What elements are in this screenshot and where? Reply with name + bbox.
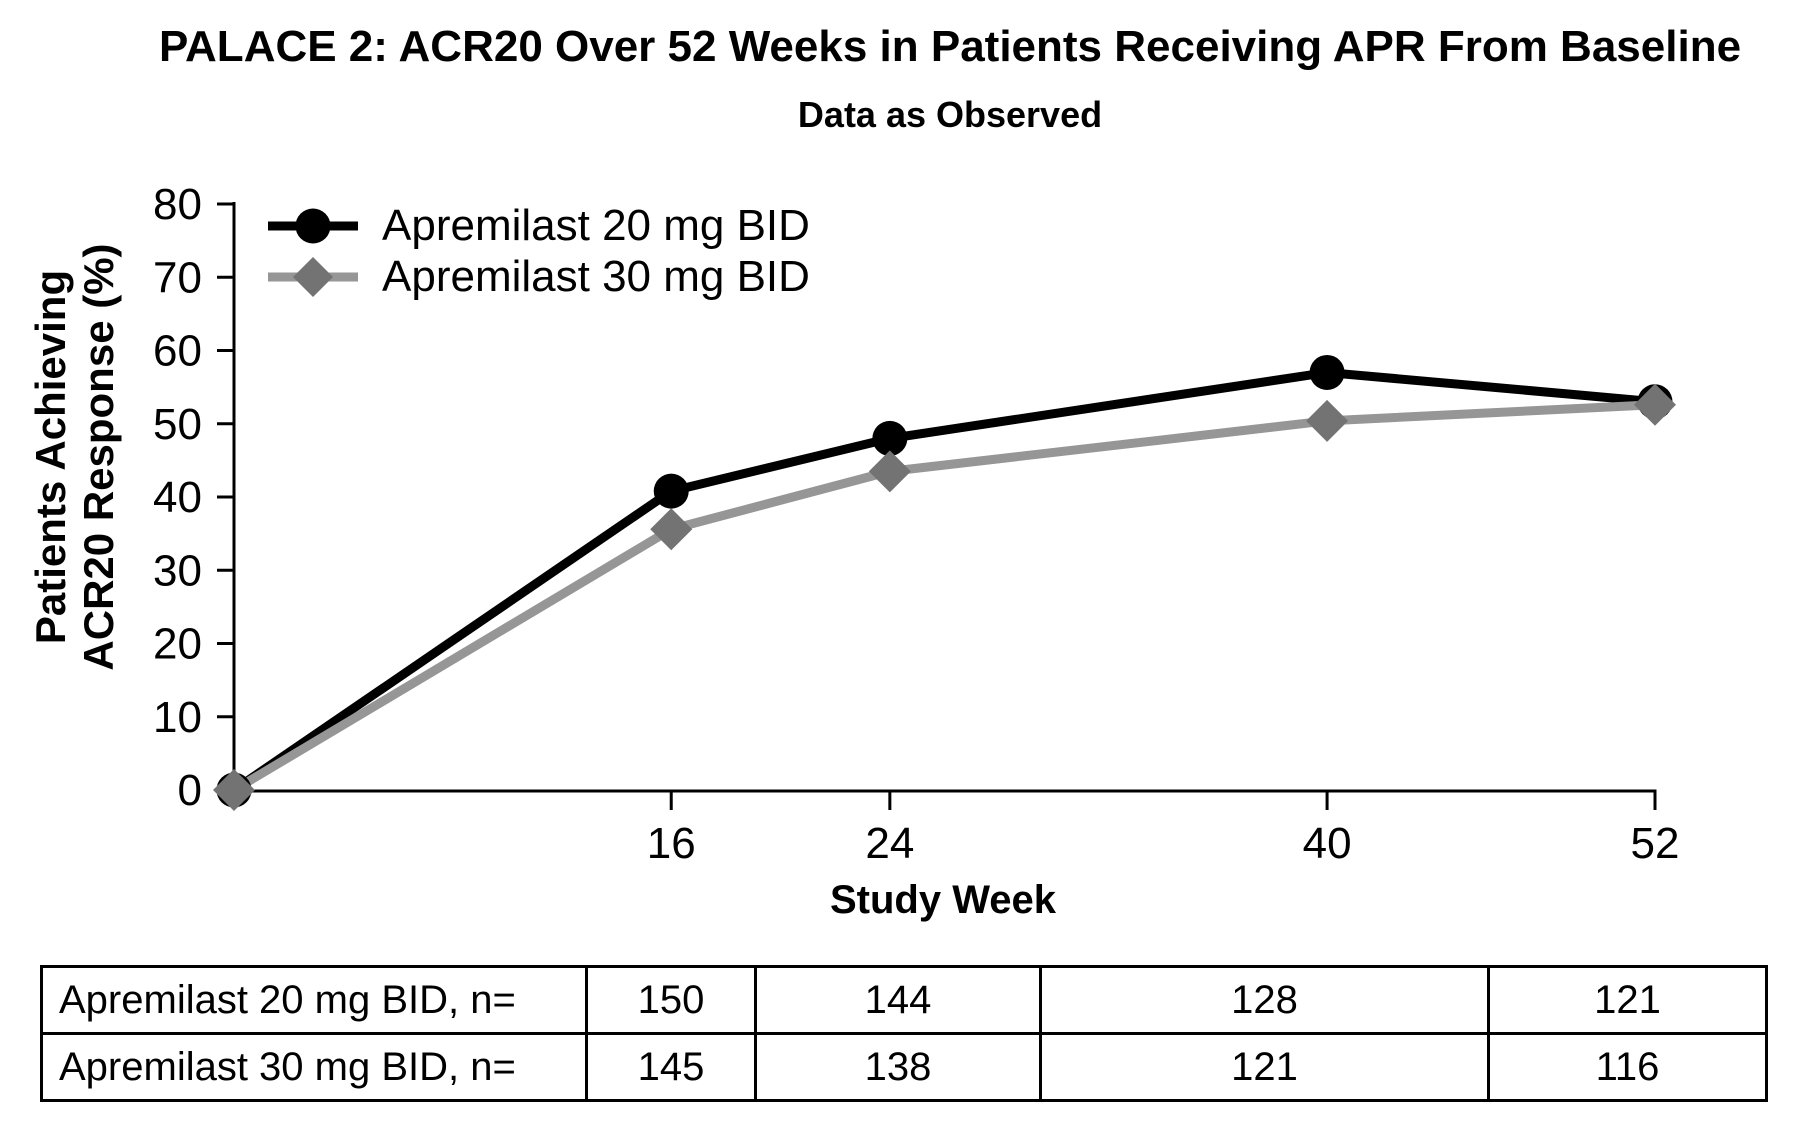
legend-entry-apr20: Apremilast 20 mg BID: [268, 198, 810, 254]
legend-label-apr30: Apremilast 30 mg BID: [382, 252, 810, 301]
data-point-marker-circle: [653, 473, 689, 509]
legend-diamond-marker-icon: [268, 257, 358, 297]
x-axis-title: Study Week: [830, 878, 1056, 922]
table-cell-apr30-wk16: 145: [585, 1032, 757, 1102]
x-tick-label: 16: [647, 819, 696, 868]
data-point-marker-diamond: [1634, 383, 1676, 426]
data-point-marker-circle: [1309, 354, 1345, 390]
table-row-apr30: Apremilast 30 mg BID, n= 145 138 121 116: [40, 1032, 1768, 1102]
x-tick-label: 52: [1631, 819, 1680, 868]
legend-circle-marker-icon: [268, 208, 358, 244]
x-tick-label: 40: [1303, 819, 1352, 868]
table-cell-apr30-wk40: 121: [1039, 1032, 1490, 1102]
chart-title: PALACE 2: ACR20 Over 52 Weeks in Patient…: [158, 22, 1742, 71]
table-cell-apr20-wk40: 128: [1039, 965, 1490, 1035]
y-axis-title: Patients Achieving ACR20 Response (%): [27, 243, 122, 671]
series-line-0: [231, 367, 1656, 794]
data-point-marker-diamond: [1306, 399, 1349, 442]
series-line-1: [231, 400, 1656, 794]
table-cell-apr20-wk52: 121: [1487, 965, 1768, 1035]
data-point-marker-circle: [872, 420, 908, 456]
x-tick-label: 24: [865, 819, 914, 868]
y-tick-label: 30: [153, 546, 202, 595]
y-tick-label: 40: [153, 473, 202, 522]
y-tick-label: 10: [153, 693, 202, 742]
table-row-label-apr30: Apremilast 30 mg BID, n=: [40, 1032, 588, 1102]
data-point-marker-diamond: [650, 508, 693, 551]
table-cell-apr20-wk16: 150: [585, 965, 757, 1035]
table-row-apr20: Apremilast 20 mg BID, n= 150 144 128 121: [40, 965, 1768, 1035]
n-count-table: Apremilast 20 mg BID, n= 150 144 128 121…: [40, 965, 1768, 1102]
table-cell-apr20-wk24: 144: [754, 965, 1042, 1035]
data-point-marker-diamond: [213, 769, 255, 811]
legend-label-apr20: Apremilast 20 mg BID: [382, 201, 810, 250]
y-tick-label: 70: [153, 253, 202, 302]
data-point-marker-diamond: [868, 450, 911, 493]
table-cell-apr30-wk52: 116: [1487, 1032, 1768, 1102]
y-tick-label: 0: [178, 766, 202, 815]
y-tick-label: 60: [153, 327, 202, 376]
chart-subtitle: Data as Observed: [797, 94, 1103, 135]
legend-entry-apr30: Apremilast 30 mg BID: [268, 249, 810, 305]
table-cell-apr30-wk24: 138: [754, 1032, 1042, 1102]
y-tick-label: 80: [153, 180, 202, 229]
plot-area: 0 10 20 30 40 50 60 70 80 16 24 40 52: [153, 180, 1680, 868]
y-tick-label: 50: [153, 400, 202, 449]
table-row-label-apr20: Apremilast 20 mg BID, n=: [40, 965, 588, 1035]
y-tick-label: 20: [153, 620, 202, 669]
